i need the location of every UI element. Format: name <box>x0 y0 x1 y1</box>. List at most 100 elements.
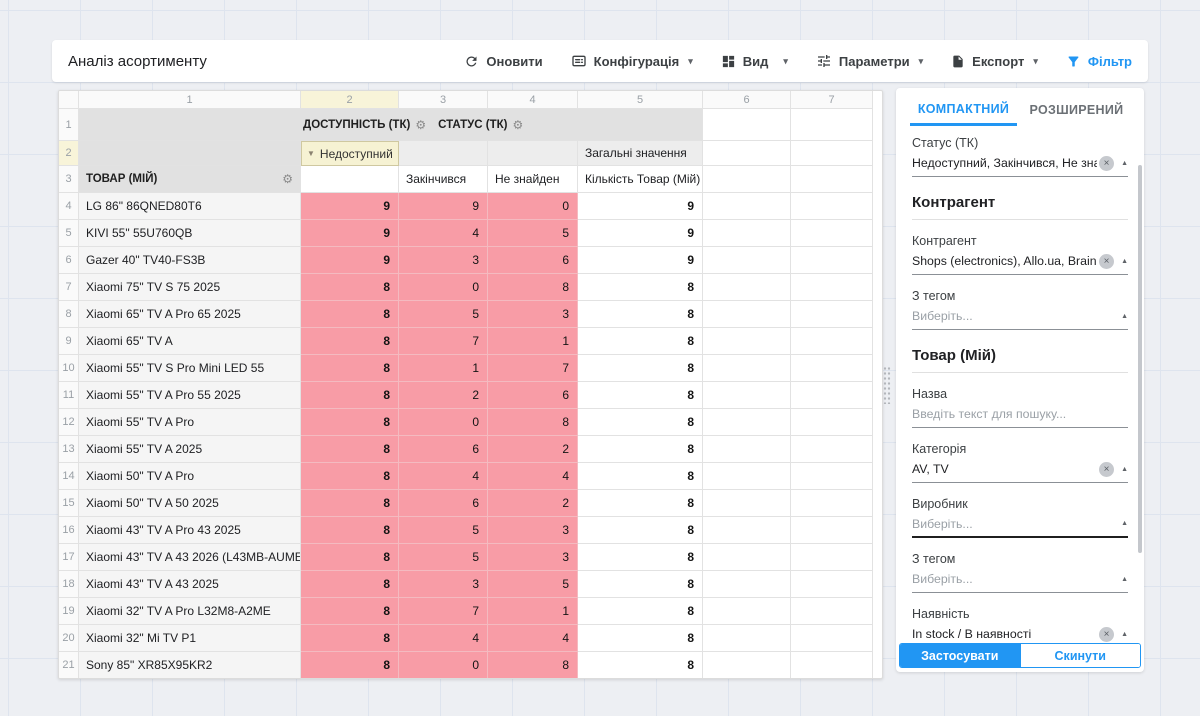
total-count-cell[interactable]: 8 <box>578 382 703 409</box>
collapse-icon[interactable]: ▲ <box>1121 630 1128 638</box>
total-count-cell[interactable]: 9 <box>578 193 703 220</box>
row-number[interactable]: 14 <box>59 463 79 490</box>
ended-count-cell[interactable]: 5 <box>399 517 488 544</box>
unavailable-count-cell[interactable]: 8 <box>301 301 399 328</box>
total-count-cell[interactable]: 8 <box>578 571 703 598</box>
view-button[interactable]: Вид ▾ <box>721 54 788 69</box>
total-count-cell[interactable]: 8 <box>578 355 703 382</box>
unavailable-count-cell[interactable]: 8 <box>301 274 399 301</box>
ended-count-cell[interactable]: 2 <box>399 382 488 409</box>
not-found-count-cell[interactable]: 3 <box>488 301 578 328</box>
unavailable-count-cell[interactable]: 8 <box>301 625 399 652</box>
collapse-icon[interactable]: ▲ <box>1121 575 1128 583</box>
col-header-total[interactable]: Кількість Товар (Мій) <box>578 166 703 193</box>
ended-count-cell[interactable]: 0 <box>399 274 488 301</box>
gear-icon[interactable]: ⚙ <box>512 117 524 132</box>
collapse-icon[interactable]: ▲ <box>1121 159 1128 167</box>
row-number[interactable]: 5 <box>59 220 79 247</box>
ended-count-cell[interactable]: 4 <box>399 220 488 247</box>
unavailable-count-cell[interactable]: 8 <box>301 382 399 409</box>
col-header-ended[interactable]: Закінчився <box>399 166 488 193</box>
product-name-cell[interactable]: Xiaomi 55" TV A Pro <box>79 409 301 436</box>
row-number[interactable]: 18 <box>59 571 79 598</box>
column-header-5[interactable]: 5 <box>578 91 703 109</box>
product-name-cell[interactable]: Xiaomi 32" TV A Pro L32M8-A2ME <box>79 598 301 625</box>
row-number[interactable]: 1 <box>59 109 79 141</box>
total-count-cell[interactable]: 8 <box>578 301 703 328</box>
column-header-1[interactable]: 1 <box>79 91 301 109</box>
row-number[interactable]: 9 <box>59 328 79 355</box>
total-count-cell[interactable]: 8 <box>578 463 703 490</box>
status-filter-select[interactable]: Недоступний, Закінчився, Не знайден × ▲ <box>912 150 1128 177</box>
total-count-cell[interactable]: 8 <box>578 598 703 625</box>
total-count-cell[interactable]: 9 <box>578 220 703 247</box>
row-number[interactable]: 20 <box>59 625 79 652</box>
total-count-cell[interactable]: 8 <box>578 652 703 678</box>
not-found-count-cell[interactable]: 5 <box>488 571 578 598</box>
refresh-button[interactable]: Оновити <box>464 54 543 69</box>
row-number[interactable]: 15 <box>59 490 79 517</box>
unavailable-count-cell[interactable]: 9 <box>301 247 399 274</box>
not-found-count-cell[interactable]: 1 <box>488 598 578 625</box>
configuration-button[interactable]: Конфігурація ▾ <box>571 53 693 69</box>
unavailable-count-cell[interactable]: 8 <box>301 355 399 382</box>
ended-count-cell[interactable]: 5 <box>399 301 488 328</box>
ended-count-cell[interactable]: 6 <box>399 436 488 463</box>
not-found-count-cell[interactable]: 0 <box>488 193 578 220</box>
not-found-count-cell[interactable]: 4 <box>488 625 578 652</box>
ended-count-cell[interactable]: 6 <box>399 490 488 517</box>
product-name-cell[interactable]: Xiaomi 55" TV A 2025 <box>79 436 301 463</box>
column-header-4[interactable]: 4 <box>488 91 578 109</box>
total-count-cell[interactable]: 8 <box>578 625 703 652</box>
product-name-cell[interactable]: Xiaomi 50" TV A 50 2025 <box>79 490 301 517</box>
unavailable-count-cell[interactable]: 9 <box>301 193 399 220</box>
row-number[interactable]: 12 <box>59 409 79 436</box>
sort-descending-icon[interactable]: ↓ <box>398 147 399 161</box>
product-name-cell[interactable]: Xiaomi 55" TV A Pro 55 2025 <box>79 382 301 409</box>
row-number[interactable]: 6 <box>59 247 79 274</box>
product-name-cell[interactable]: Xiaomi 43" TV A Pro 43 2025 <box>79 517 301 544</box>
collapse-icon[interactable]: ▲ <box>1121 465 1128 473</box>
apply-button[interactable]: Застосувати <box>900 644 1020 667</box>
product-name-search-input[interactable]: Введіть текст для пошуку... <box>912 401 1128 428</box>
col-header-not-found[interactable]: Не знайден <box>488 166 578 193</box>
column-header-7[interactable]: 7 <box>791 91 873 109</box>
unavailable-count-cell[interactable]: 9 <box>301 220 399 247</box>
ended-count-cell[interactable]: 3 <box>399 247 488 274</box>
clear-icon[interactable]: × <box>1099 253 1115 269</box>
clear-icon[interactable]: × <box>1099 155 1115 171</box>
row-number[interactable]: 19 <box>59 598 79 625</box>
tab-compact[interactable]: КОМПАКТНИЙ <box>910 94 1017 126</box>
total-count-cell[interactable]: 8 <box>578 517 703 544</box>
not-found-count-cell[interactable]: 1 <box>488 328 578 355</box>
row-number[interactable]: 10 <box>59 355 79 382</box>
column-filter-cell[interactable]: ▼ Недоступний ↓ <box>301 141 399 166</box>
row-number[interactable]: 11 <box>59 382 79 409</box>
collapse-icon[interactable]: ▲ <box>1121 312 1128 320</box>
ended-count-cell[interactable]: 4 <box>399 625 488 652</box>
unavailable-count-cell[interactable]: 8 <box>301 544 399 571</box>
unavailable-count-cell[interactable]: 8 <box>301 409 399 436</box>
unavailable-count-cell[interactable]: 8 <box>301 490 399 517</box>
ended-count-cell[interactable]: 1 <box>399 355 488 382</box>
category-filter-select[interactable]: AV, TV × ▲ <box>912 456 1128 483</box>
not-found-count-cell[interactable]: 8 <box>488 409 578 436</box>
product-name-cell[interactable]: Xiaomi 65" TV A Pro 65 2025 <box>79 301 301 328</box>
product-name-cell[interactable]: Xiaomi 65" TV A <box>79 328 301 355</box>
row-number[interactable]: 8 <box>59 301 79 328</box>
counterparty-filter-select[interactable]: Shops (electronics), Allo.ua, Brain.com.… <box>912 248 1128 275</box>
gear-icon[interactable]: ⚙ <box>282 172 293 186</box>
clear-icon[interactable]: × <box>1099 461 1115 477</box>
unavailable-count-cell[interactable]: 8 <box>301 463 399 490</box>
filter-button[interactable]: Фільтр <box>1066 54 1132 69</box>
not-found-count-cell[interactable]: 8 <box>488 652 578 678</box>
total-count-cell[interactable]: 8 <box>578 328 703 355</box>
not-found-count-cell[interactable]: 3 <box>488 544 578 571</box>
column-header-2[interactable]: 2 <box>301 91 399 109</box>
gear-icon[interactable]: ⚙ <box>415 117 427 132</box>
ended-count-cell[interactable]: 4 <box>399 463 488 490</box>
unavailable-count-cell[interactable]: 8 <box>301 652 399 678</box>
clear-icon[interactable]: × <box>1099 626 1115 642</box>
row-number[interactable]: 4 <box>59 193 79 220</box>
unavailable-count-cell[interactable]: 8 <box>301 571 399 598</box>
